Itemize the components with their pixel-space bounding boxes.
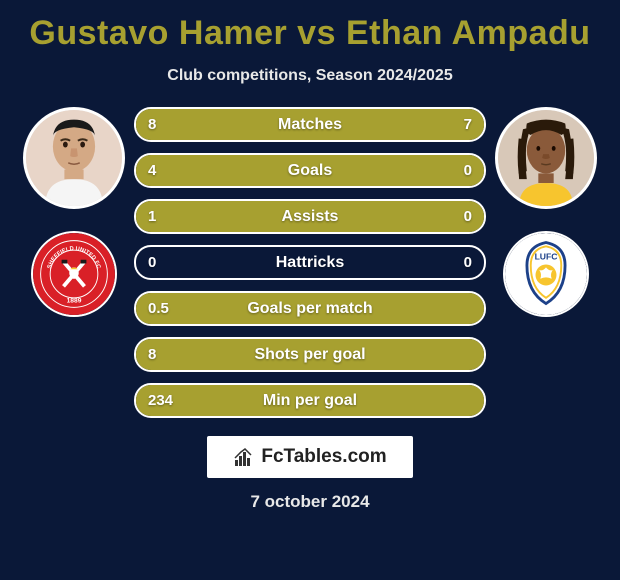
stat-label: Hattricks — [136, 247, 484, 278]
stats-bars: 87Matches 40Goals 10Assists 00Hattricks 0.5G… — [134, 107, 486, 418]
player2-avatar — [495, 107, 597, 209]
page-title: Gustavo Hamer vs Ethan Ampadu — [0, 14, 620, 53]
subtitle: Club competitions, Season 2024/2025 — [0, 67, 620, 85]
player1-column: SHEFFIELD UNITED FC 1889 — [14, 107, 134, 317]
footer: FcTables.com 7 october 2024 — [0, 436, 620, 512]
svg-text:1889: 1889 — [67, 298, 82, 305]
fctables-icon — [233, 446, 255, 468]
stat-row: 10Assists — [134, 199, 486, 234]
stat-row: 8Shots per goal — [134, 337, 486, 372]
sheffield-badge-icon: SHEFFIELD UNITED FC 1889 — [33, 233, 115, 315]
comparison-card: Gustavo Hamer vs Ethan Ampadu Club compe… — [0, 0, 620, 580]
player1-club-badge: SHEFFIELD UNITED FC 1889 — [31, 231, 117, 317]
player2-avatar-icon — [498, 110, 594, 206]
svg-text:LUFC: LUFC — [535, 252, 558, 262]
stat-row: 234Min per goal — [134, 383, 486, 418]
player2-club-badge: LUFC — [503, 231, 589, 317]
stat-row: 40Goals — [134, 153, 486, 188]
stat-label: Assists — [136, 201, 484, 232]
stat-label: Goals per match — [136, 293, 484, 324]
stat-label: Goals — [136, 155, 484, 186]
stat-row: 00Hattricks — [134, 245, 486, 280]
stat-row: 0.5Goals per match — [134, 291, 486, 326]
stat-label: Shots per goal — [136, 339, 484, 370]
stat-row: 87Matches — [134, 107, 486, 142]
stat-label: Matches — [136, 109, 484, 140]
player1-avatar-icon — [26, 110, 122, 206]
player1-avatar — [23, 107, 125, 209]
logo-text: FcTables.com — [261, 446, 386, 468]
fctables-logo: FcTables.com — [207, 436, 412, 478]
date: 7 october 2024 — [250, 492, 369, 512]
player2-column: LUFC — [486, 107, 606, 317]
main-row: SHEFFIELD UNITED FC 1889 87Matches 40Goal… — [0, 107, 620, 418]
stat-label: Min per goal — [136, 385, 484, 416]
leeds-badge-icon: LUFC — [505, 233, 587, 315]
